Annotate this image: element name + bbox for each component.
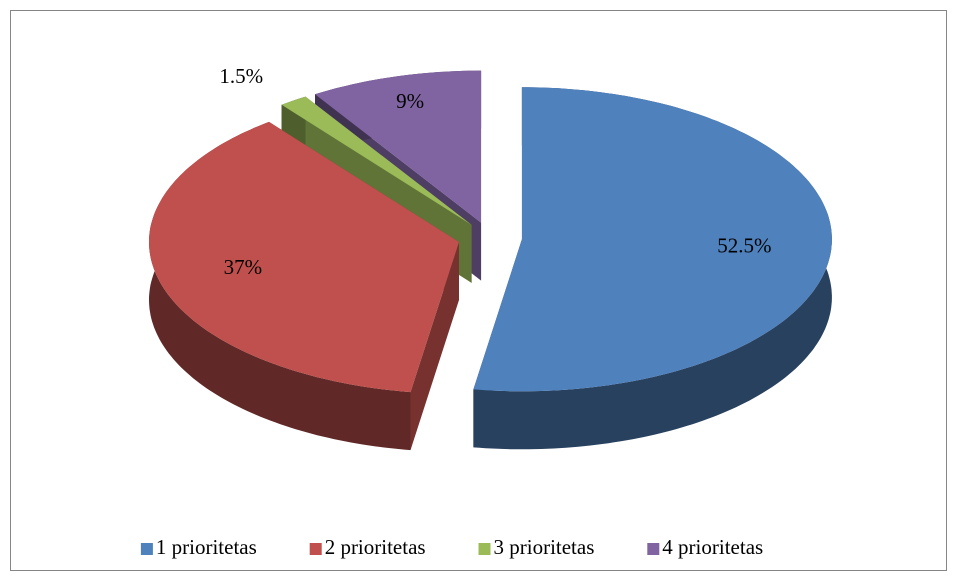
- data-label: 1.5%: [219, 64, 263, 88]
- data-label: 9%: [396, 89, 424, 113]
- legend-label: 3 prioritetas: [494, 535, 595, 559]
- legend-swatch: [478, 543, 491, 555]
- slice: [473, 87, 832, 392]
- data-label: 37%: [224, 255, 263, 279]
- legend-label: 4 prioritetas: [662, 535, 763, 559]
- data-label: 52.5%: [717, 234, 771, 258]
- slice-side: [410, 242, 459, 451]
- legend: 1 prioritetas 2 prioritetas 3 prioritetas 4…: [140, 535, 763, 559]
- slice: [281, 96, 472, 225]
- legend-swatch: [647, 543, 660, 555]
- legend-label: 2 prioritetas: [325, 535, 426, 559]
- slice: [315, 70, 482, 223]
- slice: [149, 121, 459, 393]
- pie: 52.5% 37% 1.5% 9%: [149, 64, 832, 451]
- legend-label: 1 prioritetas: [156, 535, 257, 559]
- legend-swatch: [140, 543, 153, 555]
- legend-swatch: [309, 543, 322, 555]
